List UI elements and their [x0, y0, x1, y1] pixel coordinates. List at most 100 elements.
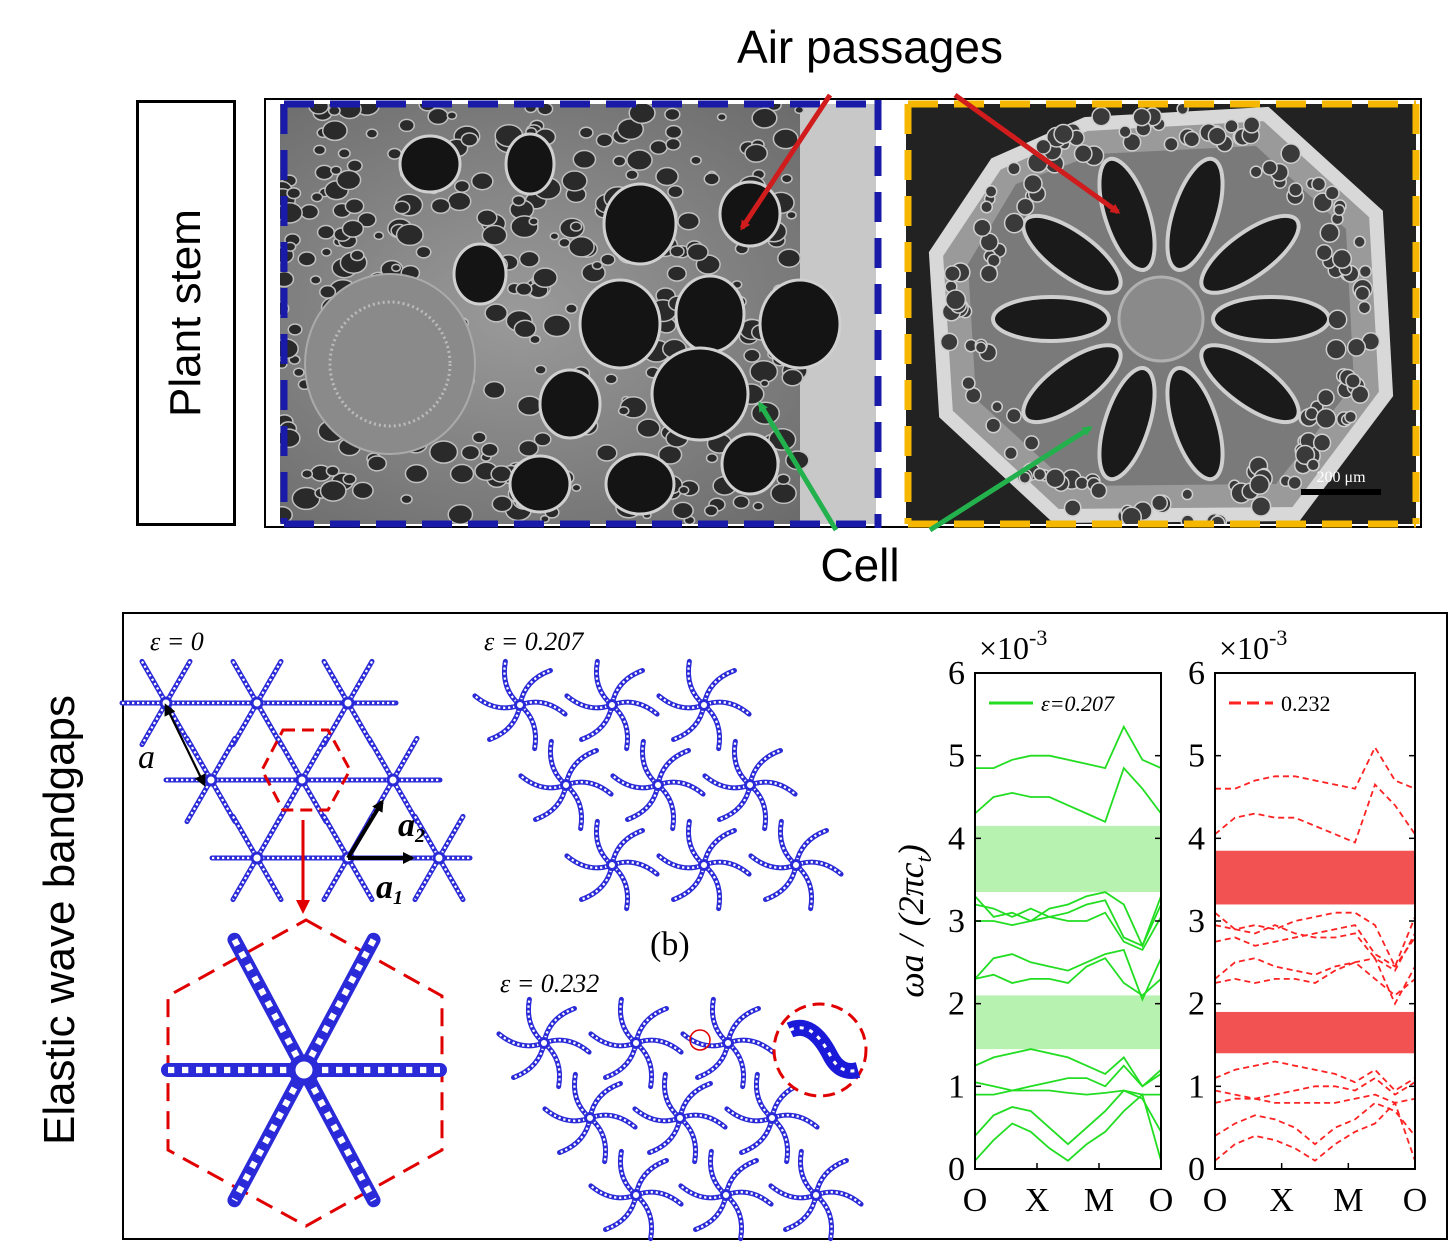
air-chambers: [939, 104, 1381, 524]
y-tick-label: 0: [948, 1151, 965, 1188]
dispersion-band: [975, 1089, 1161, 1096]
eps2-label: ε = 0.232: [500, 969, 599, 998]
lattice-node: [250, 851, 264, 865]
plant-stem-box: Plant stem: [136, 100, 236, 526]
unit-cell-star: [161, 932, 447, 1208]
y-tick-label: 0: [1188, 1151, 1205, 1188]
bandgap-region: [975, 995, 1161, 1050]
y-tick-label: 1: [948, 1068, 965, 1105]
dispersion-band: [974, 948, 1162, 1002]
sem-micrograph-left: [280, 104, 876, 524]
legend-label: ε=0.207: [1041, 691, 1115, 716]
y-tick-label: 3: [948, 903, 965, 940]
lattice-node: [698, 699, 710, 711]
y-tick-label: 1: [1188, 1068, 1205, 1105]
unit-cell-enlarged: [166, 918, 444, 1228]
top-overlay: [280, 92, 1420, 533]
air-passage: [604, 452, 676, 516]
scale-bar-label: 200 μm: [1316, 469, 1366, 486]
air-chamber: [991, 295, 1111, 343]
dispersion-band: [974, 891, 1162, 949]
x-tick-label: X: [1025, 1182, 1050, 1219]
y-tick-label: 6: [1188, 655, 1205, 692]
lattice-constant-label: a: [138, 739, 155, 776]
air-chamber: [1097, 156, 1157, 272]
a2-vector-arrow: [346, 799, 384, 860]
lattice-node: [630, 1189, 642, 1201]
x-tick-label: X: [1269, 1182, 1294, 1219]
air-passage: [452, 242, 508, 306]
dispersion-band: [974, 1089, 1162, 1146]
y-tick-label: 6: [948, 655, 965, 692]
dispersion-band: [1215, 745, 1416, 790]
dispersion-band: [974, 766, 1162, 824]
x-tick-label: O: [1149, 1182, 1174, 1219]
air-chamber: [1165, 366, 1225, 482]
panel-b-label: (b): [650, 926, 690, 963]
lattice-node: [720, 1189, 732, 1201]
air-chamber: [1097, 366, 1157, 482]
lattice-node: [584, 1112, 596, 1124]
air-chamber: [1199, 343, 1301, 425]
dispersion-band: [974, 957, 1162, 997]
center-node: [288, 1054, 320, 1086]
blue-dashed-frame: [280, 100, 882, 528]
x-tick-label: O: [1203, 1182, 1228, 1219]
air-passage: [508, 454, 572, 514]
chiral-lattice-eps2: [496, 996, 864, 1242]
lattice-node: [250, 696, 264, 710]
air-chamber: [1021, 213, 1123, 295]
lattice-node: [204, 773, 218, 787]
dispersion-band: [974, 1048, 1162, 1088]
dispersion-band: [1214, 1093, 1416, 1104]
air-chamber: [1165, 156, 1225, 272]
x-tick-label: M: [1084, 1182, 1114, 1219]
y-tick-label: 2: [1188, 986, 1205, 1023]
y-tick-label: 3: [1188, 903, 1205, 940]
air-passage: [504, 132, 556, 196]
lattice-node: [810, 1189, 822, 1201]
dispersion-band: [1214, 924, 1416, 968]
lattice-node: [386, 773, 400, 787]
lattice-node: [630, 1037, 642, 1049]
x-tick-label: M: [1333, 1182, 1363, 1219]
lattice-node: [606, 699, 618, 711]
air-passage-arrow-right: [953, 92, 1121, 215]
bandgap-region: [975, 825, 1161, 893]
kagome-lattice-eps0: [119, 658, 473, 903]
dispersion-band: [1214, 1101, 1416, 1146]
air-chamber: [1199, 213, 1301, 295]
dispersion-band: [1214, 911, 1416, 969]
yellow-dashed-frame: [904, 100, 1420, 528]
lattice-node: [538, 1037, 550, 1049]
air-passage: [602, 182, 678, 266]
dispersion-band: [975, 724, 1162, 770]
eps1-label: ε = 0.207: [484, 627, 584, 656]
lattice-node: [652, 779, 664, 791]
lattice-node: [790, 859, 802, 871]
lattice-node: [766, 1112, 778, 1124]
lattice-node: [560, 779, 572, 791]
central-core: [1117, 275, 1205, 363]
sem-micrograph-right: 200 μm: [906, 104, 1416, 524]
air-passage: [578, 278, 662, 370]
lattice-node: [674, 1112, 686, 1124]
chart-frame: [1214, 672, 1416, 1170]
air-passage: [758, 278, 842, 370]
legend-label: 0.232: [1281, 691, 1331, 716]
dispersion-band: [975, 899, 1162, 947]
y-tick-label: 5: [948, 738, 965, 775]
axis-multiplier: ×10-3: [1219, 625, 1287, 666]
lattice-node: [341, 696, 355, 710]
air-passage: [398, 134, 462, 194]
unit-cell-small: [260, 728, 352, 812]
dispersion-band: [1214, 1101, 1416, 1162]
air-passage: [650, 346, 750, 442]
dispersion-band: [1214, 1076, 1416, 1100]
air-passage: [720, 432, 780, 496]
dispersion-band: [1214, 924, 1416, 972]
lattice-node: [432, 851, 446, 865]
x-tick-label: O: [963, 1182, 988, 1219]
lattice-node: [722, 1037, 734, 1049]
